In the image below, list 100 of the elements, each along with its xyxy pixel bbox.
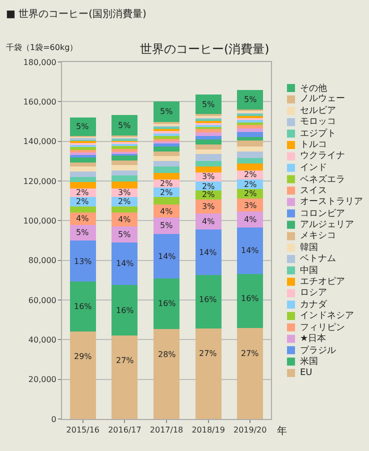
bar <box>237 146 264 152</box>
legend-label: セルビア <box>300 105 336 116</box>
bar <box>112 156 138 161</box>
annotation: 2% <box>244 170 258 179</box>
legend-label: カナダ <box>300 299 328 310</box>
x-axis-title: 年 <box>277 425 287 437</box>
legend-label: オーストラリア <box>300 197 363 207</box>
annotation: 5% <box>76 122 90 131</box>
y-tick-label: 20,000 <box>28 375 56 384</box>
bar <box>70 118 96 136</box>
legend-label: ベトナム <box>300 254 336 264</box>
bar <box>237 274 264 328</box>
bar <box>195 274 222 328</box>
y-tick-label: 120,000 <box>23 176 56 186</box>
legend-label: 中国 <box>300 265 318 276</box>
bar <box>112 226 138 242</box>
bar <box>70 206 96 213</box>
bar <box>237 151 264 158</box>
annotation: 5% <box>160 107 174 116</box>
bar <box>195 160 222 166</box>
annotation: 2% <box>244 180 258 189</box>
bar <box>112 175 138 182</box>
y-tick-label: 40,000 <box>28 335 56 344</box>
bar <box>154 197 180 204</box>
bar <box>237 90 264 110</box>
bar <box>154 156 180 162</box>
x-tick-label: 2017/18 <box>150 426 184 435</box>
annotation: 5% <box>118 121 132 130</box>
annotation: 16% <box>199 295 218 304</box>
bar <box>195 149 222 154</box>
bar <box>154 172 180 180</box>
annotation: 5% <box>76 228 90 237</box>
y-axis-title: 千袋（1袋=60kg） <box>6 43 78 52</box>
annotation: 3% <box>118 188 132 197</box>
legend-label: ウクライナ <box>300 151 345 161</box>
legend-label: スイス <box>300 186 327 196</box>
annotation: 4% <box>202 217 216 226</box>
legend-label: ブラジル <box>300 345 336 356</box>
annotation: 16% <box>158 299 176 308</box>
bar <box>112 170 138 176</box>
annotation: 3% <box>202 202 216 211</box>
bar <box>195 136 222 140</box>
x-tick-label: 2018/19 <box>192 426 225 435</box>
legend-label: ロシア <box>300 288 327 298</box>
annotation: 2% <box>76 197 90 206</box>
bar <box>112 146 138 150</box>
annotation: 16% <box>74 302 92 311</box>
legend-label: コロンビア <box>300 208 345 219</box>
bar <box>237 212 264 228</box>
bar <box>70 240 96 282</box>
bar <box>195 214 222 230</box>
y-tick-label: 140,000 <box>23 137 56 146</box>
bar <box>112 160 138 165</box>
legend-label: ★日本 <box>300 333 326 344</box>
bar <box>195 328 222 419</box>
bar <box>112 164 138 170</box>
annotation: 16% <box>116 306 134 315</box>
annotation: 2% <box>244 189 258 198</box>
annotation: 14% <box>199 248 218 257</box>
legend-label: モロッコ <box>300 117 336 127</box>
bar <box>154 138 180 142</box>
legend-label: ベネズエラ <box>300 174 345 185</box>
bar <box>70 182 96 189</box>
bar <box>195 132 222 136</box>
bar <box>195 94 222 114</box>
bar <box>154 166 180 173</box>
legend-label: トルコ <box>300 140 327 150</box>
bar <box>195 229 222 275</box>
y-tick-label: 60,000 <box>28 296 56 305</box>
annotation: 5% <box>244 95 258 104</box>
x-tick-label: 2016/17 <box>108 426 142 435</box>
bar <box>237 158 264 164</box>
annotation: 2% <box>202 182 216 191</box>
legend-label: メキシコ <box>300 231 336 241</box>
bar <box>154 136 180 139</box>
annotation: 4% <box>160 207 174 216</box>
y-tick-label: 160,000 <box>23 97 56 106</box>
bar <box>70 152 96 155</box>
legend-label: エジプト <box>300 128 336 139</box>
bar <box>154 278 180 330</box>
bar <box>70 177 96 182</box>
bar <box>154 151 180 156</box>
bar <box>154 146 180 152</box>
annotation: 2% <box>76 188 90 197</box>
bar <box>112 181 138 189</box>
annotation: 27% <box>241 349 260 358</box>
bar <box>112 212 138 227</box>
bar <box>112 336 138 419</box>
legend-label: アルジェリア <box>300 220 354 230</box>
annotation: 28% <box>158 350 176 359</box>
y-tick-label: 100,000 <box>23 216 56 226</box>
legend-label: 韓国 <box>300 242 318 253</box>
annotation: 16% <box>241 294 260 303</box>
chart-subtitle: 世界のコーヒー(消費量) <box>140 42 270 56</box>
annotation: 3% <box>202 172 216 181</box>
bar <box>154 234 180 279</box>
bar <box>195 144 222 150</box>
bar <box>70 157 96 162</box>
bar <box>112 206 138 213</box>
bar <box>154 102 180 122</box>
